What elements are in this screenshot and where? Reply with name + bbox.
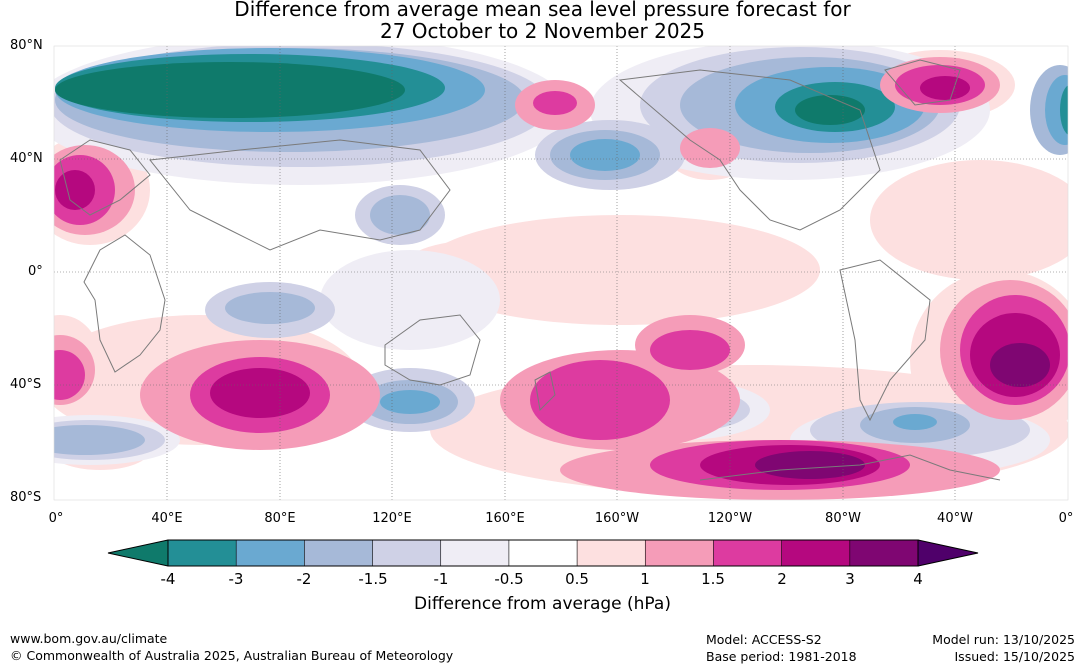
anomaly-neg-tasman-3 <box>380 390 440 414</box>
lat-label-80s: 80°S <box>10 490 42 505</box>
colorbar-tick-label: 3 <box>845 570 855 588</box>
colorbar-title: Difference from average (hPa) <box>414 594 671 614</box>
map-frame <box>53 45 1069 501</box>
europe-outline <box>59 139 151 216</box>
anomaly-neg-maritime <box>320 250 500 350</box>
antarctica-outline <box>699 454 1001 481</box>
anomaly-neg-sw-indian-2 <box>54 425 145 455</box>
colorbar-box <box>508 539 578 567</box>
colorbar-right-arrow-edge <box>917 539 979 567</box>
colorbar-tick-label: 4 <box>913 570 923 588</box>
anomaly-pos-nz-3 <box>530 360 670 440</box>
colorbar-tick-label: -2 <box>296 570 312 588</box>
anomaly-pos-satlantic-5 <box>990 343 1050 387</box>
anomaly-pos-epacific-3 <box>650 330 730 370</box>
anomaly-pos-siberia-3 <box>533 91 577 115</box>
lon-label-40w: 40°W <box>937 511 973 526</box>
south-america-outline <box>839 259 931 422</box>
anomaly-pos-alaska-2 <box>680 128 740 168</box>
footer-copyright: © Commonwealth of Australia 2025, Austra… <box>10 648 454 663</box>
colorbar-tick-label: -1 <box>433 570 449 588</box>
colorbar-boxes <box>167 539 919 567</box>
anomaly-neg-eurasia-5 <box>55 62 405 118</box>
colorbar-box <box>849 539 919 567</box>
asia-outline <box>149 139 451 251</box>
lon-label-160w: 160°W <box>594 511 640 526</box>
lon-label-0-right: 0° <box>1058 511 1074 526</box>
lat-label-equator: 0° <box>28 264 43 279</box>
lon-label-80e: 80°E <box>264 511 296 526</box>
colorbar <box>107 539 979 567</box>
anomaly-pos-sw-africa-3 <box>54 350 85 400</box>
colorbar-tick-label: 2 <box>777 570 787 588</box>
australia-outline <box>384 314 481 386</box>
anomaly-neg-north-atlantic-3 <box>1045 75 1068 145</box>
colorbar-box <box>304 539 374 567</box>
colorbar-tick-label: 0.5 <box>565 570 589 588</box>
colorbar-tick-label: -4 <box>160 570 176 588</box>
anomaly-neg-drake-3 <box>893 414 937 430</box>
anomaly-neg-npacific-3 <box>570 139 640 171</box>
lon-label-0-left: 0° <box>48 511 64 526</box>
lon-label-120w: 120°W <box>707 511 753 526</box>
colorbar-tick-label: -0.5 <box>494 570 524 588</box>
lon-label-120e: 120°E <box>372 511 412 526</box>
anomaly-neg-china-2 <box>370 195 430 235</box>
colorbar-box <box>644 539 715 567</box>
footer-base-period: Base period: 1981-2018 <box>706 649 857 664</box>
graticule <box>54 46 1068 500</box>
colorbar-tick-label: -3 <box>228 570 244 588</box>
anomaly-fields <box>54 46 1068 500</box>
colorbar-box <box>235 539 306 567</box>
colorbar-left-arrow <box>108 540 168 566</box>
africa-outline <box>83 234 166 373</box>
footer-model-run: Model run: 13/10/2025 <box>932 632 1075 647</box>
colorbar-box <box>167 539 237 567</box>
colorbar-box <box>576 539 647 567</box>
colorbar-box <box>713 539 783 567</box>
colorbar-tick-label: -1.5 <box>358 570 388 588</box>
colorbar-tick-label: 1 <box>640 570 650 588</box>
colorbar-box <box>372 539 442 567</box>
anomaly-pos-greenland-4 <box>920 76 970 100</box>
coastlines <box>59 59 1001 481</box>
colorbar-box <box>440 539 510 567</box>
footer-website-link[interactable]: www.bom.gov.au/climate <box>10 631 168 646</box>
map-title-line2: 27 October to 2 November 2025 <box>379 19 706 43</box>
anomaly-pos-pacific <box>420 215 820 325</box>
lon-label-160e: 160°E <box>485 511 525 526</box>
lat-label-40n: 40°N <box>10 151 43 166</box>
lat-label-40s: 40°S <box>10 377 42 392</box>
anomaly-neg-north-atlantic-4 <box>1060 85 1068 135</box>
new-zealand-outline <box>534 371 556 412</box>
footer-model: Model: ACCESS-S2 <box>706 632 822 647</box>
anomaly-pos-atlantic <box>870 160 1068 280</box>
colorbar-frame <box>167 539 919 567</box>
colorbar-tick-label: 1.5 <box>701 570 725 588</box>
colorbar-left-arrow-edge <box>107 539 169 567</box>
north-america-outline <box>618 69 881 231</box>
lon-label-40e: 40°E <box>151 511 183 526</box>
colorbar-right-arrow <box>918 540 978 566</box>
footer-issued: Issued: 15/10/2025 <box>954 649 1076 664</box>
anomaly-pos-antarctic-5 <box>755 451 865 479</box>
lat-label-80n: 80°N <box>10 38 43 53</box>
lon-label-80w: 80°W <box>825 511 861 526</box>
anomaly-neg-na-5 <box>795 95 865 125</box>
map-title-line1: Difference from average mean sea level p… <box>234 0 851 21</box>
anomaly-pos-indian-4 <box>210 368 310 418</box>
anomaly-neg-indian-2 <box>225 292 315 324</box>
colorbar-box <box>781 539 851 567</box>
